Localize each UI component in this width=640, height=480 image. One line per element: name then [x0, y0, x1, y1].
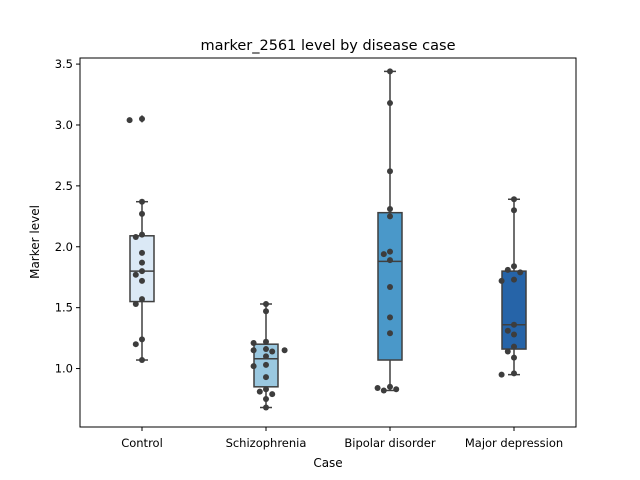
data-point	[132, 301, 139, 307]
data-point	[139, 231, 145, 238]
data-point	[139, 268, 145, 275]
y-tick-label: 1.5	[55, 301, 73, 315]
y-tick-label: 2.0	[55, 240, 73, 254]
data-point	[263, 353, 269, 360]
data-point	[139, 115, 145, 122]
data-point	[498, 277, 505, 284]
data-point	[387, 314, 393, 321]
data-point	[387, 283, 393, 290]
data-point	[387, 100, 393, 107]
data-point	[387, 168, 393, 175]
data-point	[263, 404, 269, 411]
data-point	[263, 301, 269, 307]
data-point	[511, 370, 517, 377]
data-point	[387, 213, 393, 220]
data-point	[132, 271, 139, 278]
data-point	[387, 383, 393, 390]
x-tick-label: Bipolar disorder	[344, 436, 435, 450]
x-axis-label: Case	[313, 456, 342, 470]
data-point	[393, 386, 400, 393]
data-point	[263, 386, 269, 393]
data-point	[139, 357, 145, 364]
data-point	[139, 336, 145, 343]
data-point	[250, 347, 257, 354]
data-point	[504, 348, 511, 355]
data-point	[139, 296, 145, 303]
y-tick-label: 2.5	[55, 179, 73, 193]
data-point	[139, 259, 145, 266]
data-point	[263, 308, 269, 315]
data-point	[511, 263, 517, 270]
data-point	[281, 347, 288, 354]
data-point	[250, 363, 257, 370]
data-point	[387, 248, 393, 255]
chart-title: marker_2561 level by disease case	[201, 38, 456, 54]
data-point	[511, 196, 517, 203]
data-point	[380, 387, 387, 394]
y-tick-label: 1.0	[55, 362, 73, 376]
data-point	[132, 341, 139, 348]
data-point	[387, 68, 393, 75]
data-point	[269, 391, 276, 398]
data-point	[387, 330, 393, 337]
y-tick-label: 3.5	[55, 57, 73, 71]
data-point	[139, 210, 145, 217]
data-point	[132, 234, 139, 241]
data-point	[263, 361, 269, 368]
data-point	[126, 117, 133, 124]
plot-frame	[79, 57, 577, 428]
data-point	[511, 321, 517, 328]
data-point	[511, 331, 517, 338]
y-tick-label: 3.0	[55, 118, 73, 132]
x-tick-label: Schizophrenia	[226, 436, 307, 450]
data-point	[504, 327, 511, 334]
data-point	[504, 266, 511, 273]
data-point	[139, 198, 145, 205]
data-point	[374, 385, 381, 392]
data-point	[263, 395, 269, 402]
data-point	[511, 354, 517, 361]
data-point	[380, 251, 387, 258]
data-point	[387, 206, 393, 213]
data-point	[511, 276, 517, 283]
x-tick-label: Control	[121, 436, 163, 450]
data-point	[387, 257, 393, 264]
data-point	[250, 339, 257, 346]
data-point	[517, 269, 524, 276]
data-point	[139, 249, 145, 256]
data-point	[263, 346, 269, 353]
data-point	[511, 207, 517, 214]
y-axis-label: Marker level	[28, 205, 42, 279]
x-tick-label: Major depression	[465, 436, 563, 450]
data-point	[256, 388, 263, 395]
data-point	[139, 277, 145, 284]
data-point	[511, 343, 517, 350]
data-point	[263, 338, 269, 345]
data-point	[263, 374, 269, 381]
data-point	[498, 371, 505, 378]
data-point	[269, 348, 276, 355]
